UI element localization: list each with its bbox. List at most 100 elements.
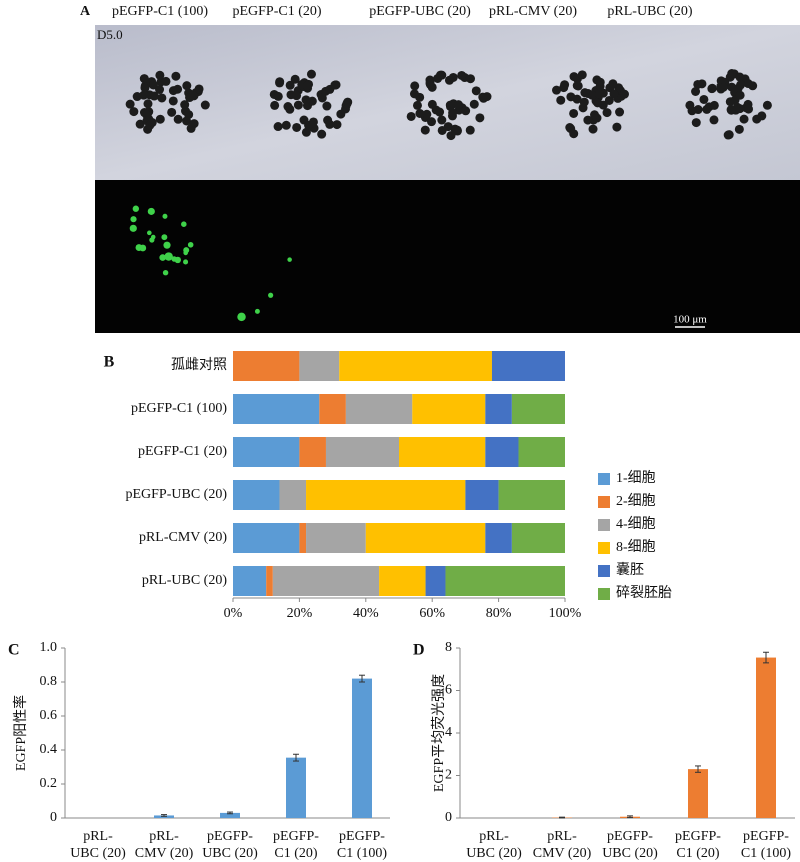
column-label: pEGFP-UBC (20): [369, 4, 471, 19]
bar-segment: [518, 437, 565, 467]
embryo: [343, 97, 353, 107]
embryo: [435, 107, 445, 117]
embryo: [406, 111, 416, 121]
embryo: [602, 108, 612, 118]
bar-segment: [306, 480, 466, 510]
embryo: [572, 94, 582, 104]
embryo: [301, 127, 311, 137]
embryo: [595, 81, 605, 91]
embryo: [465, 125, 475, 135]
bar-segment: [425, 566, 446, 596]
embryo: [593, 98, 603, 108]
embryo: [739, 114, 749, 124]
bar-segment: [511, 394, 565, 424]
embryo: [580, 88, 590, 98]
embryo: [148, 80, 158, 90]
legend-label: 囊胚: [616, 561, 644, 578]
bar-segment: [299, 351, 340, 381]
bar-segment: [365, 523, 486, 553]
embryo: [588, 124, 598, 134]
fluorescent-embryo: [151, 234, 156, 240]
embryo: [707, 84, 717, 94]
embryo: [454, 100, 464, 110]
embryo: [595, 89, 605, 99]
embryo: [471, 86, 481, 96]
x-tick-label: 0%: [224, 606, 243, 621]
y-axis-label: EGFP阳性率: [12, 695, 29, 771]
fluorescent-embryo: [187, 241, 194, 248]
embryo: [583, 115, 593, 125]
embryo: [691, 118, 701, 128]
embryo: [290, 74, 300, 84]
embryo: [317, 93, 327, 103]
embryo: [588, 90, 598, 100]
embryo: [185, 93, 195, 103]
embryo: [139, 90, 149, 100]
fluorescent-embryo: [159, 254, 166, 261]
embryo: [709, 100, 719, 110]
y-tick-label: 0.8: [40, 674, 58, 689]
y-tick-label: pEGFP-C1 (20): [138, 444, 227, 459]
embryo: [437, 115, 447, 125]
bar-segment: [399, 437, 486, 467]
fluorescent-embryo: [147, 207, 155, 215]
embryo: [743, 79, 753, 89]
embryo: [410, 81, 420, 91]
embryo: [445, 100, 455, 110]
bar-segment: [233, 566, 267, 596]
bar-segment: [272, 566, 380, 596]
embryo: [301, 95, 311, 105]
embryo: [573, 81, 583, 91]
y-axis-label: EGFP平均荧光强度: [430, 674, 447, 792]
y-tick-label: 0: [445, 810, 452, 825]
embryo: [325, 119, 335, 129]
y-tick-label: pRL-CMV (20): [139, 530, 227, 545]
bar-segment: [379, 566, 426, 596]
fluorescent-embryo: [183, 259, 189, 265]
bar-segment: [465, 480, 499, 510]
embryo: [612, 122, 622, 132]
x-tick-label: pEGFP- UBC (20): [602, 829, 658, 861]
day-label: D5.0: [97, 27, 123, 42]
embryo: [448, 108, 458, 118]
embryo: [325, 84, 335, 94]
bar-segment: [299, 523, 307, 553]
embryo: [157, 93, 167, 103]
x-tick-label: pRL- CMV (20): [532, 829, 592, 861]
embryo: [143, 99, 153, 109]
x-tick-label: 20%: [287, 606, 313, 621]
embryo: [577, 70, 587, 80]
legend-swatch: [598, 542, 610, 554]
embryo: [702, 104, 712, 114]
bar-segment: [279, 480, 307, 510]
embryo: [699, 94, 709, 104]
y-tick-label: 8: [445, 640, 452, 655]
bar-segment: [266, 566, 273, 596]
embryo: [281, 120, 291, 130]
y-tick-label: 0.6: [40, 708, 58, 723]
panel-label: C: [8, 642, 20, 659]
embryo: [412, 100, 422, 110]
embryo: [147, 118, 157, 128]
embryo: [306, 69, 316, 79]
x-tick-label: pRL- UBC (20): [466, 829, 522, 861]
bar-segment: [345, 394, 413, 424]
fluorescent-embryo: [163, 241, 171, 249]
embryo: [757, 111, 767, 121]
embryo: [275, 78, 285, 88]
embryo: [161, 76, 171, 86]
embryo: [168, 96, 178, 106]
legend-label: 8-细胞: [616, 539, 656, 555]
embryo: [332, 120, 342, 130]
legend-label: 4-细胞: [616, 516, 656, 532]
fluorescent-embryo: [237, 312, 246, 322]
fluorescent-embryo: [162, 269, 169, 276]
embryo: [744, 104, 754, 114]
x-tick-label: 80%: [486, 606, 512, 621]
column-label: pRL-UBC (20): [607, 4, 693, 19]
x-tick-label: 60%: [419, 606, 445, 621]
embryo: [469, 99, 479, 109]
bar-segment: [339, 351, 492, 381]
